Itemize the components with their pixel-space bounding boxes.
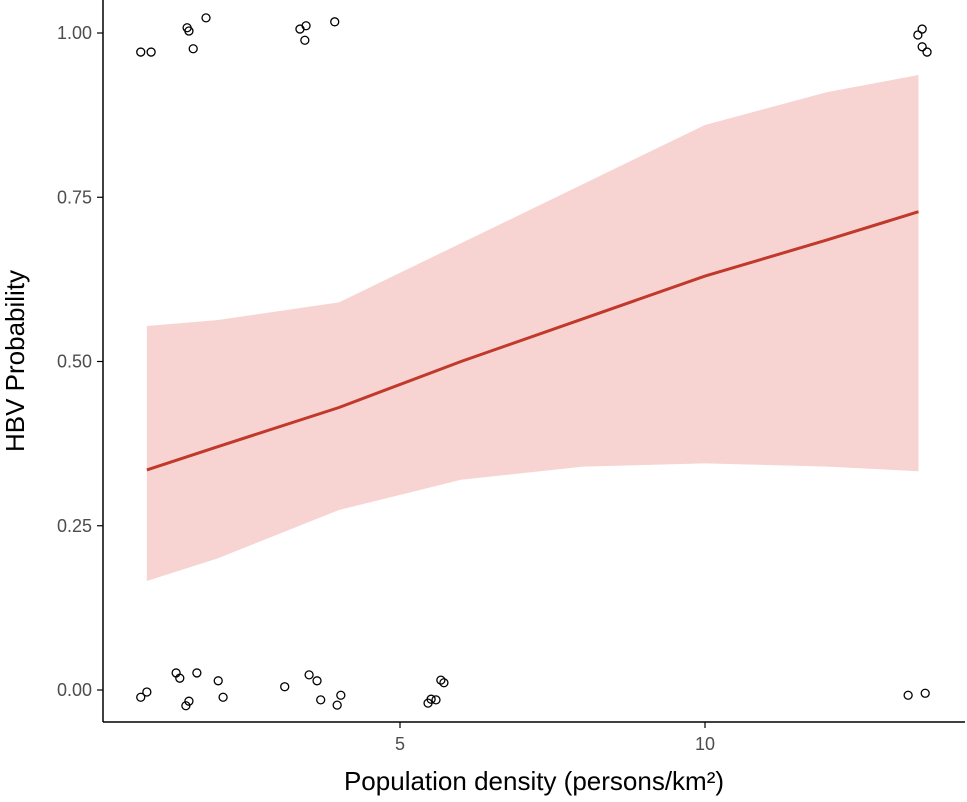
y-tick-label: 1.00 <box>57 23 92 43</box>
data-point <box>175 673 185 683</box>
data-point <box>146 47 156 57</box>
data-point <box>336 690 346 700</box>
data-point <box>295 24 305 34</box>
x-ticks: 5 10 <box>395 722 715 754</box>
data-point <box>436 675 446 685</box>
data-point <box>181 701 191 711</box>
data-point <box>917 42 927 52</box>
data-point <box>431 695 441 705</box>
data-point <box>920 688 930 698</box>
data-point <box>213 676 223 686</box>
data-point <box>136 692 146 702</box>
data-point <box>301 21 311 31</box>
data-point <box>201 13 211 23</box>
fit-line-layer <box>146 210 919 472</box>
data-point <box>439 678 449 688</box>
y-axis-title: HBV Probability <box>0 270 30 452</box>
data-point <box>192 668 202 678</box>
data-point <box>316 695 326 705</box>
data-point <box>330 17 340 27</box>
x-axis-title: Population density (persons/km²) <box>344 766 724 796</box>
data-point <box>332 700 342 710</box>
confidence-band <box>146 75 919 581</box>
x-tick-label: 10 <box>695 734 715 754</box>
data-point <box>426 694 436 704</box>
data-point <box>136 47 146 57</box>
data-point <box>188 44 198 54</box>
points-layer <box>136 13 932 711</box>
data-point <box>903 690 913 700</box>
data-point <box>218 692 228 702</box>
y-tick-label: 0.25 <box>57 516 92 536</box>
data-point <box>184 26 194 36</box>
data-point <box>304 670 314 680</box>
data-point <box>917 24 927 34</box>
fit-line <box>146 210 919 472</box>
y-ticks: 0.00 0.25 0.50 0.75 1.00 <box>57 23 103 700</box>
data-point <box>922 47 932 57</box>
data-point <box>312 676 322 686</box>
data-point <box>184 696 194 706</box>
confidence-band-layer <box>146 75 919 581</box>
data-point <box>913 30 923 40</box>
x-tick-label: 5 <box>395 734 405 754</box>
data-point <box>300 35 310 45</box>
data-point <box>142 687 152 697</box>
y-tick-label: 0.75 <box>57 187 92 207</box>
y-tick-label: 0.00 <box>57 680 92 700</box>
y-tick-label: 0.50 <box>57 352 92 372</box>
data-point <box>280 682 290 692</box>
